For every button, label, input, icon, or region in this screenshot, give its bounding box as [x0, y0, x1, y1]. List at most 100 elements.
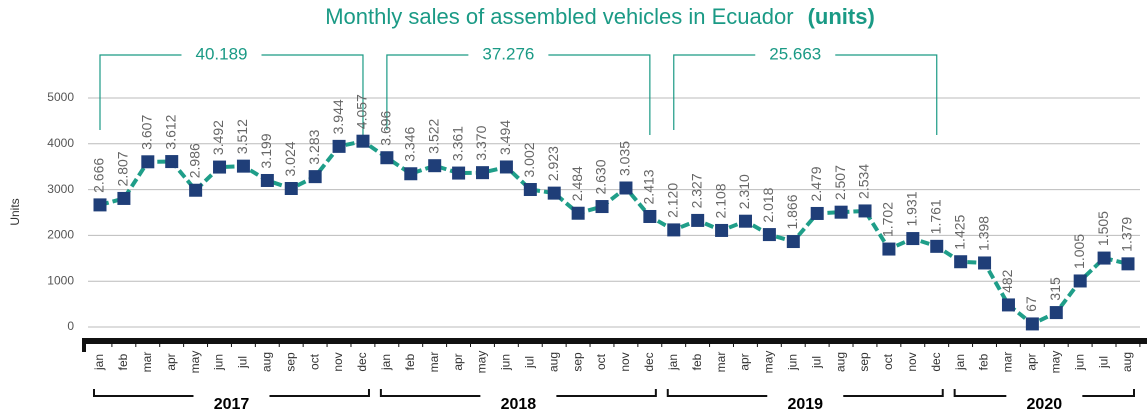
- x-tick-label: aug: [260, 352, 274, 372]
- point: [428, 159, 442, 173]
- x-tick-label: may: [762, 351, 776, 374]
- data-label: 2.986: [186, 143, 202, 178]
- x-tick-label: feb: [116, 353, 130, 370]
- x-tick-label: jan: [666, 354, 680, 371]
- point: [1049, 306, 1063, 320]
- point: [332, 139, 346, 153]
- data-label: 3.494: [497, 120, 513, 155]
- year-label: 2017: [214, 396, 250, 413]
- point: [906, 232, 920, 246]
- x-tick-label: jan: [379, 354, 393, 371]
- data-label: 2.807: [115, 151, 131, 186]
- data-label: 3.522: [425, 118, 441, 153]
- x-tick-label: jul: [236, 356, 250, 369]
- x-tick-label: nov: [905, 352, 919, 371]
- x-tick-label: jan: [92, 354, 106, 371]
- point: [452, 166, 466, 180]
- data-label: 1.866: [784, 194, 800, 229]
- annotation-bracket: [99, 54, 364, 135]
- x-tick-label: nov: [331, 352, 345, 371]
- data-label: 2.310: [736, 174, 752, 209]
- point: [165, 155, 179, 169]
- x-tick-label: mar: [140, 352, 154, 373]
- point: [476, 166, 490, 180]
- point: [284, 182, 298, 196]
- year-label: 2018: [501, 396, 537, 413]
- x-tick-label: apr: [738, 353, 752, 370]
- point: [978, 256, 992, 270]
- series-line: [99, 139, 1129, 327]
- point: [523, 183, 537, 197]
- point: [141, 155, 155, 169]
- x-tick-label: aug: [1120, 352, 1134, 372]
- data-label: 2.018: [760, 187, 776, 222]
- point: [810, 206, 824, 220]
- data-label: 3.361: [449, 126, 465, 161]
- data-label: 3.370: [473, 125, 489, 160]
- data-label: 2.923: [545, 146, 561, 181]
- x-tick-label: sep: [857, 352, 871, 372]
- year-bracket: [666, 389, 944, 397]
- x-tick-label: nov: [618, 352, 632, 371]
- annotation-bracket: [673, 54, 938, 135]
- chart-title: Monthly sales of assembled vehicles in E…: [325, 4, 875, 29]
- data-label: 2.120: [664, 183, 680, 218]
- data-label: 2.630: [593, 159, 609, 194]
- x-tick-label: mar: [1001, 352, 1015, 373]
- annotation: 37.276: [482, 44, 534, 63]
- data-label: 2.108: [712, 183, 728, 218]
- data-label: 2.666: [91, 158, 107, 193]
- data-label: 4.057: [354, 94, 370, 129]
- point: [189, 183, 203, 197]
- data-label: 2.413: [641, 169, 657, 204]
- x-tick-label: may: [188, 351, 202, 374]
- data-label: 1.761: [927, 199, 943, 234]
- x-tick-label: apr: [164, 353, 178, 370]
- point: [213, 160, 227, 174]
- data-label: 2.479: [808, 166, 824, 201]
- data-label: 3.607: [139, 115, 155, 150]
- point: [667, 223, 681, 237]
- x-tick-label: apr: [1025, 353, 1039, 370]
- data-label: 2.534: [856, 164, 872, 199]
- point: [786, 235, 800, 249]
- data-label: 67: [1023, 296, 1039, 312]
- x-tick-label: dec: [355, 352, 369, 371]
- x-tick-label: jul: [809, 356, 823, 369]
- annotation-bracket: [386, 54, 651, 135]
- data-label: 2.507: [832, 165, 848, 200]
- data-label: 3.002: [521, 142, 537, 177]
- y-tick-label: 4000: [47, 136, 74, 150]
- y-tick-label: 0: [67, 319, 74, 333]
- data-label: 3.612: [162, 114, 178, 149]
- data-label: 1.931: [904, 191, 920, 226]
- year-bracket: [93, 389, 370, 397]
- point: [547, 186, 561, 200]
- point: [308, 170, 322, 184]
- point: [1097, 251, 1111, 265]
- x-tick-label: jul: [522, 356, 536, 369]
- data-label: 3.492: [210, 120, 226, 155]
- point: [93, 198, 107, 212]
- y-tick-label: 3000: [47, 182, 74, 196]
- data-label: 1.005: [1071, 234, 1087, 269]
- data-label: 3.199: [258, 133, 274, 168]
- x-tick-label: feb: [403, 353, 417, 370]
- data-label: 1.379: [1119, 217, 1135, 252]
- annotation: 40.189: [195, 44, 247, 63]
- y-axis-label: Units: [8, 198, 22, 225]
- x-tick-label: mar: [427, 352, 441, 373]
- x-tick-label: aug: [833, 352, 847, 372]
- point: [858, 204, 872, 218]
- point: [1001, 298, 1015, 312]
- x-tick-label: jun: [212, 354, 226, 371]
- x-tick-label: may: [475, 351, 489, 374]
- data-label: 1.398: [975, 216, 991, 251]
- x-tick-label: jun: [785, 354, 799, 371]
- data-label: 3.024: [282, 141, 298, 176]
- y-tick-label: 1000: [47, 273, 74, 287]
- y-tick-label: 2000: [47, 228, 74, 242]
- data-label: 1.505: [1095, 211, 1111, 246]
- x-tick-label: feb: [977, 353, 991, 370]
